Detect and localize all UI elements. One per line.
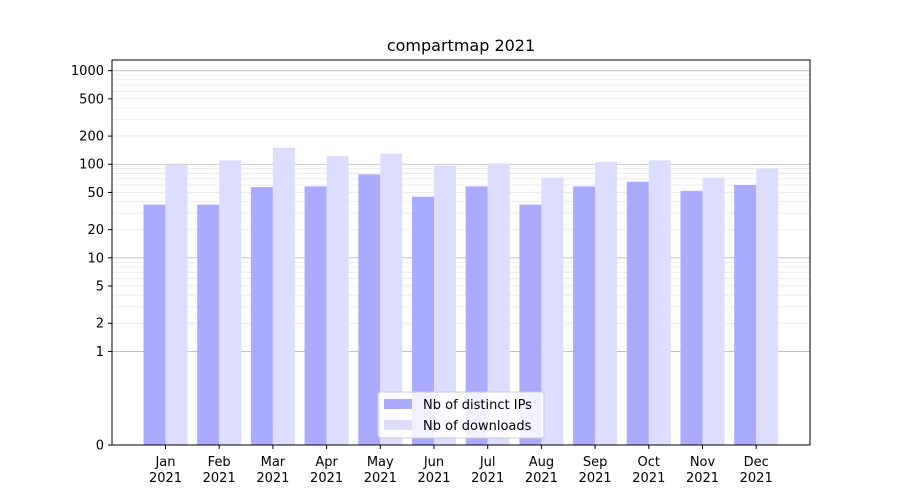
legend: Nb of distinct IPs Nb of downloads	[377, 391, 545, 439]
bar-distinct-ips	[465, 186, 488, 445]
x-tick-label-month: Nov	[690, 455, 716, 470]
bar-downloads	[702, 177, 725, 446]
bar-distinct-ips	[197, 204, 220, 445]
bar-downloads	[272, 147, 295, 445]
y-axis: 0 1 2 5 10 20 50 100 200 500 1000	[71, 64, 112, 454]
legend-swatch	[384, 420, 412, 430]
bars	[143, 147, 779, 446]
x-tick-label-month: Jun	[423, 455, 444, 470]
y-tick-label: 1000	[71, 64, 104, 79]
x-tick-label-year: 2021	[203, 471, 236, 486]
bar-downloads	[165, 164, 188, 445]
y-tick-label: 0	[96, 439, 104, 454]
bar-distinct-ips	[250, 187, 273, 445]
bar-downloads	[434, 165, 456, 446]
x-tick-label-year: 2021	[686, 471, 719, 486]
bar-distinct-ips	[573, 186, 596, 445]
x-tick-label-year: 2021	[525, 471, 558, 486]
bar-distinct-ips	[680, 190, 703, 445]
bar-distinct-ips	[519, 204, 542, 445]
x-tick-label-month: Dec	[744, 455, 769, 470]
bar-distinct-ips	[734, 185, 757, 445]
x-tick-label-month: Oct	[638, 455, 660, 470]
y-tick-label: 100	[79, 158, 104, 173]
bar-downloads	[595, 161, 618, 445]
x-tick-label-month: Sep	[583, 455, 608, 470]
legend-box	[377, 391, 545, 439]
x-tick-label-year: 2021	[632, 471, 665, 486]
x-tick-label-year: 2021	[256, 471, 289, 486]
x-tick-label-year: 2021	[149, 471, 182, 486]
y-tick-label: 500	[79, 92, 104, 107]
bar-downloads	[541, 177, 564, 446]
bar-downloads	[326, 156, 349, 445]
bar-downloads	[487, 163, 510, 445]
x-tick-label-month: Jul	[479, 455, 496, 470]
y-tick-label: 2	[96, 317, 104, 332]
y-tick-label: 5	[96, 280, 104, 295]
y-tick-label: 1	[96, 345, 104, 360]
x-tick-label-month: Feb	[208, 455, 231, 470]
x-tick-label-month: Aug	[529, 455, 554, 470]
x-tick-label-month: May	[367, 455, 394, 470]
x-tick-label-month: Apr	[315, 455, 338, 470]
y-tick-label: 50	[87, 186, 104, 201]
bar-downloads	[219, 160, 242, 445]
bar-distinct-ips	[412, 196, 434, 445]
bar-distinct-ips	[358, 174, 381, 445]
x-tick-label-year: 2021	[364, 471, 397, 486]
x-tick-label-year: 2021	[310, 471, 343, 486]
bar-distinct-ips	[304, 186, 327, 445]
x-tick-label-month: Jan	[154, 455, 175, 470]
bar-distinct-ips	[143, 204, 166, 445]
x-tick-label-year: 2021	[471, 471, 504, 486]
x-tick-label-month: Mar	[261, 455, 286, 470]
x-axis: Jan2021Feb2021Mar2021Apr2021May2021Jun20…	[149, 445, 773, 486]
legend-label: Nb of downloads	[423, 419, 532, 434]
x-tick-label-year: 2021	[579, 471, 612, 486]
bar-distinct-ips	[626, 181, 649, 446]
chart-title: compartmap 2021	[387, 36, 535, 55]
y-tick-label: 200	[79, 130, 104, 145]
bar-downloads	[756, 168, 779, 445]
bar-downloads	[648, 160, 671, 445]
legend-label: Nb of distinct IPs	[423, 398, 532, 413]
y-tick-label: 10	[87, 251, 104, 266]
bar-downloads	[380, 153, 403, 446]
x-tick-label-year: 2021	[740, 471, 773, 486]
legend-swatch	[384, 399, 412, 409]
y-tick-label: 20	[87, 223, 104, 238]
plot-frame	[111, 59, 811, 446]
x-tick-label-year: 2021	[417, 471, 450, 486]
